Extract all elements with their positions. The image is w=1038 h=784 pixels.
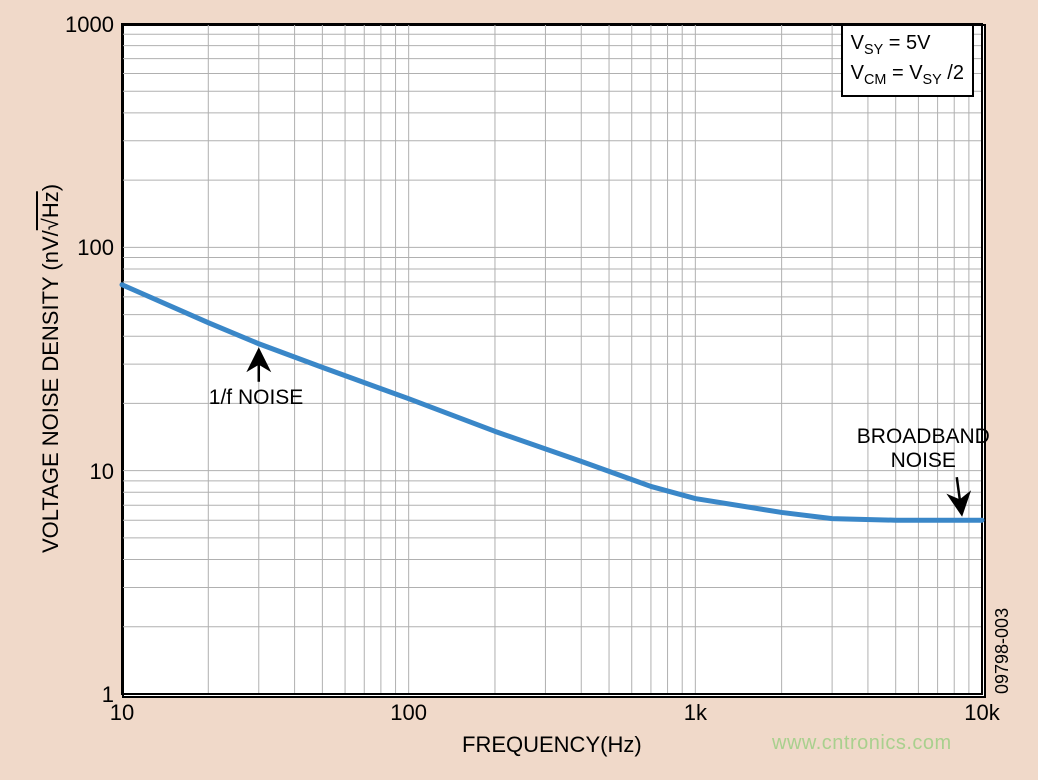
y-tick: 1000 <box>52 12 114 38</box>
x-tick: 1k <box>665 700 725 726</box>
y-tick: 1 <box>52 682 114 708</box>
watermark: www.cntronics.com <box>772 732 952 755</box>
y-tick: 100 <box>52 235 114 261</box>
x-axis-label: FREQUENCY(Hz) <box>462 732 642 758</box>
conditions-box: VSY = 5VVCM = VSY /2 <box>841 24 974 97</box>
annotation-1f-noise: 1/f NOISE <box>209 386 304 410</box>
y-tick: 10 <box>52 459 114 485</box>
x-tick: 10k <box>952 700 1012 726</box>
doc-code: 09798-003 <box>992 608 1013 694</box>
annotation-broadband-noise: BROADBANDNOISE <box>857 425 990 473</box>
x-tick: 100 <box>379 700 439 726</box>
